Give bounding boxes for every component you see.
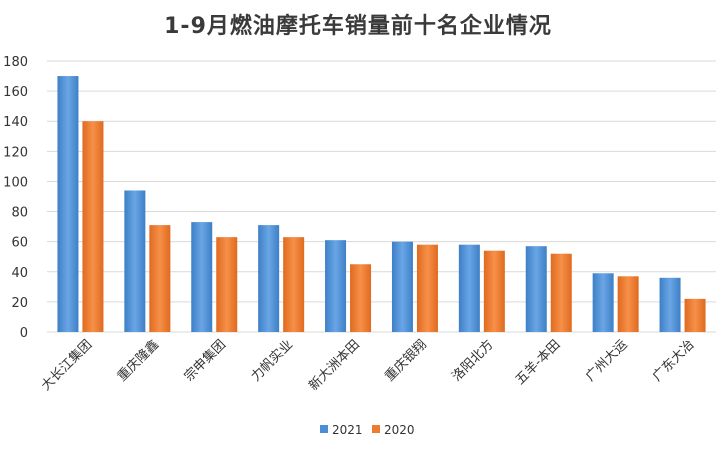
x-tick-label: 宗申集团 xyxy=(181,337,229,385)
bar-2020 xyxy=(283,237,305,332)
bar-2020 xyxy=(617,276,639,332)
chart-title: 1-9月燃油摩托车销量前十名企业情况 xyxy=(164,14,552,39)
x-tick-label: 力帆实业 xyxy=(249,337,296,384)
y-tick-label: 180 xyxy=(3,55,28,70)
x-tick-label: 广东大冶 xyxy=(650,337,697,384)
y-tick-label: 0 xyxy=(20,326,28,341)
bar-2021 xyxy=(325,240,347,332)
x-tick-label: 广州大运 xyxy=(583,337,630,384)
bar-2020 xyxy=(82,121,104,332)
bar-2021 xyxy=(592,273,614,332)
bar-2021 xyxy=(659,277,681,332)
y-tick-label: 160 xyxy=(3,85,28,100)
bar-2020 xyxy=(483,250,505,332)
legend-swatch xyxy=(372,425,380,433)
legend-label: 2021 xyxy=(332,423,363,437)
bar-2021 xyxy=(258,225,280,332)
y-tick-label: 60 xyxy=(11,236,28,251)
bar-2021 xyxy=(191,222,213,332)
bar-2020 xyxy=(684,298,706,332)
legend-swatch xyxy=(320,425,328,433)
x-tick-label: 重庆银翔 xyxy=(382,337,430,385)
bar-2021 xyxy=(458,244,480,332)
y-tick-label: 100 xyxy=(3,175,28,190)
x-axis: 大长江集团 重庆隆鑫 宗申集团 力帆实业 新大洲本田 重庆银翔 洛阳北方 五羊-本田 广州大运广… xyxy=(38,337,697,394)
bar-2020 xyxy=(216,237,238,332)
y-axis: 0 20 40 60 80 100 120 140 160 180 xyxy=(3,55,28,341)
bar-2021 xyxy=(525,246,547,332)
x-tick-label: 重庆隆鑫 xyxy=(114,337,162,385)
x-tick-label: 洛阳北方 xyxy=(449,337,497,385)
x-tick-label: 五羊-本田 xyxy=(512,337,563,388)
bar-2021 xyxy=(57,76,79,332)
bars xyxy=(57,76,706,332)
bar-2020 xyxy=(149,225,171,332)
y-tick-label: 140 xyxy=(3,115,28,130)
bar-2020 xyxy=(416,244,438,332)
bar-2021 xyxy=(124,190,146,332)
y-tick-label: 80 xyxy=(11,206,28,221)
bar-2020 xyxy=(350,264,372,332)
bar-2021 xyxy=(391,241,413,332)
x-tick-label: 大长江集团 xyxy=(38,337,95,394)
y-tick-label: 40 xyxy=(11,266,28,281)
y-tick-label: 20 xyxy=(11,296,28,311)
y-tick-label: 120 xyxy=(3,145,28,160)
grid-lines xyxy=(47,60,716,333)
bar-2020 xyxy=(550,253,572,332)
legend-label: 2020 xyxy=(384,423,415,437)
x-tick-label: 新大洲本田 xyxy=(306,337,363,394)
legend: 2021 2020 xyxy=(320,423,415,437)
